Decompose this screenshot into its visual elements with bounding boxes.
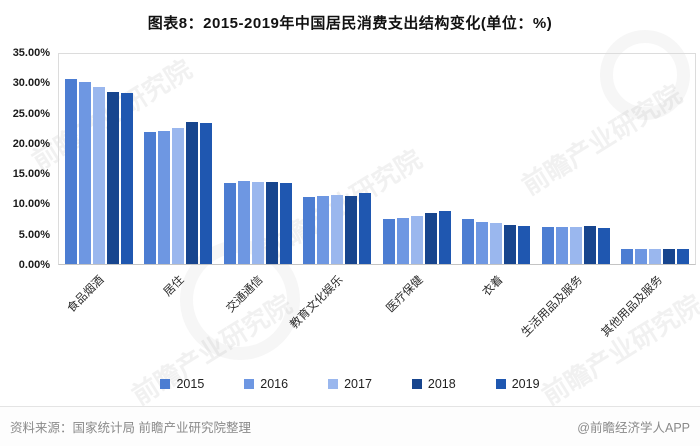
bar-2015: [382, 219, 395, 264]
x-axis-label: 医疗保健: [384, 274, 426, 316]
legend-item-2016: 2016: [244, 377, 288, 391]
bar-2017: [92, 86, 105, 264]
source-text: 资料来源：国家统计局 前瞻产业研究院整理: [10, 421, 251, 435]
plot-area: [58, 53, 696, 265]
bar-2015: [64, 78, 77, 264]
bar-2015: [223, 183, 236, 264]
bar-2016: [158, 131, 171, 264]
y-axis-tick: 10.00%: [12, 198, 50, 211]
x-axis-label: 教育文化娱乐: [288, 274, 346, 332]
legend-swatch-icon: [160, 379, 171, 389]
legend-label: 2017: [344, 377, 372, 391]
bar-2017: [331, 194, 344, 264]
y-axis-tick: 35.00%: [12, 47, 50, 59]
bar-2017: [410, 216, 423, 264]
bar-2016: [396, 217, 409, 264]
footer: 资料来源：国家统计局 前瞻产业研究院整理 @前瞻经济学人APP: [0, 406, 700, 446]
y-axis-tick: 0.00%: [18, 259, 50, 271]
bar-group-1: [64, 54, 133, 264]
legend-item-2015: 2015: [160, 377, 204, 391]
legend-item-2018: 2018: [411, 377, 456, 391]
legend-swatch-icon: [495, 379, 506, 389]
bar-2018: [583, 226, 596, 264]
bar-2018: [424, 212, 437, 264]
y-axis-tick: 20.00%: [12, 137, 50, 150]
bar-2019: [359, 193, 372, 264]
legend-item-2017: 2017: [328, 377, 372, 391]
bar-2018: [663, 249, 676, 264]
x-axis-label: 交通通信: [224, 274, 266, 316]
y-axis-tick: 5.00%: [18, 228, 50, 241]
bar-2015: [303, 197, 316, 264]
bar-2018: [106, 91, 119, 264]
bar-group-7: [541, 54, 610, 264]
y-axis-tick: 15.00%: [12, 168, 50, 181]
bar-2019: [677, 249, 690, 264]
bar-2017: [569, 227, 582, 264]
bar-2017: [649, 249, 662, 264]
watermark-text: 前瞻产业研究院: [126, 288, 297, 411]
bar-2019: [597, 228, 610, 264]
legend-label: 2019: [511, 377, 540, 391]
credit-text: @前瞻经济学人APP: [577, 421, 690, 435]
x-axis-label: 居住: [161, 274, 187, 299]
legend-swatch-icon: [328, 379, 339, 389]
legend-label: 2016: [260, 377, 289, 391]
bar-group-6: [462, 54, 531, 264]
bar-group-8: [621, 54, 690, 264]
bar-group-5: [382, 54, 451, 264]
bar-2017: [172, 128, 185, 264]
bar-2015: [541, 227, 554, 264]
bar-2019: [279, 183, 292, 264]
bar-2015: [144, 131, 157, 264]
bar-2017: [251, 181, 264, 264]
bar-2015: [621, 248, 634, 264]
bar-group-3: [223, 54, 292, 264]
bar-2018: [265, 182, 278, 264]
bar-2015: [462, 219, 475, 264]
bar-2016: [237, 181, 250, 264]
x-axis-label: 生活用品及服务: [519, 274, 585, 340]
bar-2016: [635, 248, 648, 264]
bar-2019: [200, 122, 213, 264]
legend-label: 2018: [427, 377, 456, 391]
bar-2016: [317, 196, 330, 264]
bar-2019: [518, 226, 531, 264]
legend-swatch-icon: [244, 379, 255, 389]
legend-label: 2015: [176, 377, 205, 391]
bar-2018: [186, 122, 199, 264]
bar-group-2: [144, 54, 213, 264]
bar-2019: [438, 210, 451, 264]
bar-2018: [504, 224, 517, 264]
x-axis-label: 食品烟酒: [65, 274, 107, 316]
bar-2016: [555, 227, 568, 264]
bar-2016: [476, 221, 489, 264]
x-axis-label: 其他用品及服务: [599, 274, 665, 340]
legend-item-2019: 2019: [495, 377, 540, 391]
legend-swatch-icon: [411, 379, 422, 389]
y-axis-tick: 30.00%: [12, 77, 50, 90]
y-axis-tick: 25.00%: [12, 107, 50, 120]
x-axis-label: 衣着: [480, 274, 506, 299]
chart-title: 图表8：2015-2019年中国居民消费支出结构变化(单位：%): [147, 15, 553, 32]
bar-group-4: [303, 54, 372, 264]
bar-2016: [78, 81, 91, 264]
bar-2017: [490, 222, 503, 264]
bar-2018: [345, 196, 358, 264]
bar-2019: [120, 93, 133, 264]
legend: 2015 2016 2017 2018 2019: [0, 377, 700, 391]
